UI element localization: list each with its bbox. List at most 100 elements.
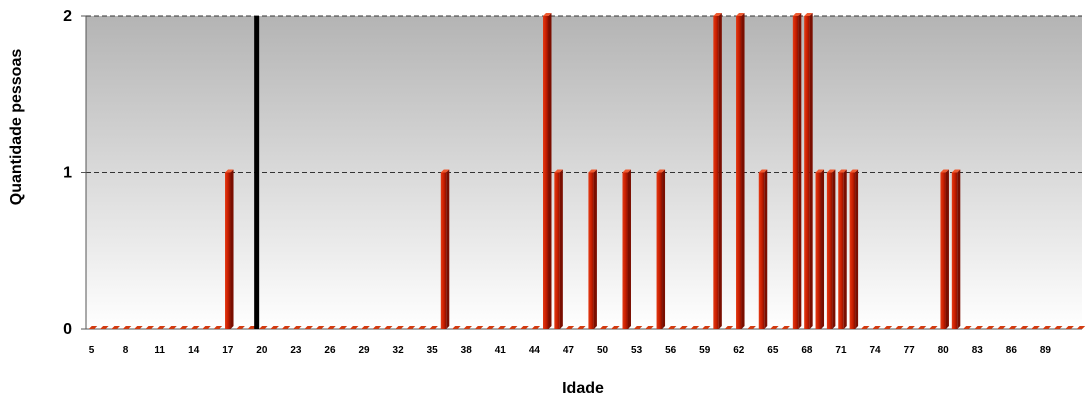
bar — [917, 326, 927, 329]
x-tick-label: 5 — [89, 345, 95, 356]
bar-side — [230, 169, 234, 329]
bar-top — [225, 169, 234, 173]
y-tick-label: 2 — [63, 8, 72, 25]
x-tick-label: 71 — [835, 345, 847, 356]
bar-face — [804, 16, 810, 329]
bar-base — [395, 326, 404, 329]
x-tick-label: 44 — [529, 345, 541, 356]
bar-side — [798, 13, 802, 329]
bar-base — [508, 326, 518, 329]
bar-face — [815, 172, 822, 329]
bar — [361, 326, 370, 329]
bar — [508, 326, 518, 329]
bar-base — [100, 326, 109, 329]
bar-base — [917, 326, 927, 329]
bar-base — [281, 326, 291, 329]
bar-side — [593, 169, 597, 329]
bar — [792, 13, 802, 329]
bar-base — [429, 326, 438, 329]
bar — [1042, 326, 1052, 329]
bar — [565, 326, 575, 329]
bar-base — [213, 326, 223, 329]
bar — [758, 169, 768, 329]
bar-face — [940, 172, 946, 329]
bar-side — [809, 13, 813, 329]
bar — [327, 326, 336, 329]
bar-side — [764, 169, 768, 329]
bar — [895, 326, 904, 329]
bar — [781, 326, 790, 329]
bar-base — [599, 326, 609, 329]
bar — [520, 326, 529, 329]
x-tick-label: 50 — [597, 345, 609, 356]
bar-base — [134, 326, 143, 329]
y-tick-labels: 0 1 2 — [63, 8, 86, 338]
bar — [338, 326, 348, 329]
bar-base — [883, 326, 893, 329]
bar-face — [440, 172, 447, 329]
bar-base — [1031, 326, 1040, 329]
bar — [1031, 326, 1040, 329]
bar — [1054, 326, 1063, 329]
bar-top — [440, 169, 450, 173]
x-tick-label: 89 — [1040, 345, 1052, 356]
x-tick-label: 29 — [358, 345, 370, 356]
bar — [724, 326, 734, 329]
bar-base — [565, 326, 575, 329]
bar — [440, 169, 450, 329]
bar — [236, 326, 245, 329]
bar — [747, 326, 756, 329]
bar — [88, 326, 98, 329]
bar — [940, 169, 949, 329]
bar-base — [474, 326, 484, 329]
bar-side — [559, 169, 563, 329]
bar-side — [855, 169, 859, 329]
bar-base — [384, 326, 393, 329]
bar — [100, 326, 109, 329]
bar-top — [826, 169, 836, 173]
bar-base — [997, 326, 1006, 329]
bar-side — [548, 13, 552, 329]
bar-base — [974, 326, 984, 329]
bars — [88, 13, 1086, 329]
x-tick-label: 32 — [393, 345, 405, 356]
bar-face — [713, 16, 719, 329]
bar-side — [843, 169, 847, 329]
bar — [679, 326, 688, 329]
bar-base — [929, 326, 938, 329]
bar-top — [849, 169, 859, 173]
bar-top — [554, 169, 563, 173]
x-tick-label: 35 — [427, 345, 439, 356]
bar — [860, 326, 870, 329]
bar — [1019, 326, 1029, 329]
bar-top — [713, 13, 722, 16]
bar-base — [361, 326, 370, 329]
bar-base — [122, 326, 132, 329]
x-tick-label: 86 — [1006, 345, 1018, 356]
x-tick-label: 14 — [188, 345, 200, 356]
x-tick-label: 62 — [733, 345, 745, 356]
bar — [293, 326, 302, 329]
bar-base — [270, 326, 279, 329]
bar — [247, 326, 257, 329]
bar-base — [190, 326, 200, 329]
bar-base — [202, 326, 211, 329]
bar — [304, 326, 314, 329]
bar-side — [957, 169, 961, 329]
bar — [577, 326, 586, 329]
bar-base — [690, 326, 700, 329]
bar-face — [792, 16, 799, 329]
bar-base — [679, 326, 688, 329]
bar — [349, 326, 359, 329]
bar-base — [633, 326, 643, 329]
bar-face — [656, 172, 663, 329]
bar-face — [838, 172, 844, 329]
y-tick-label: 0 — [63, 321, 72, 338]
bar-face — [758, 172, 765, 329]
bar-base — [293, 326, 302, 329]
bar-base — [645, 326, 654, 329]
bar — [872, 326, 881, 329]
bar — [883, 326, 893, 329]
bar — [270, 326, 279, 329]
